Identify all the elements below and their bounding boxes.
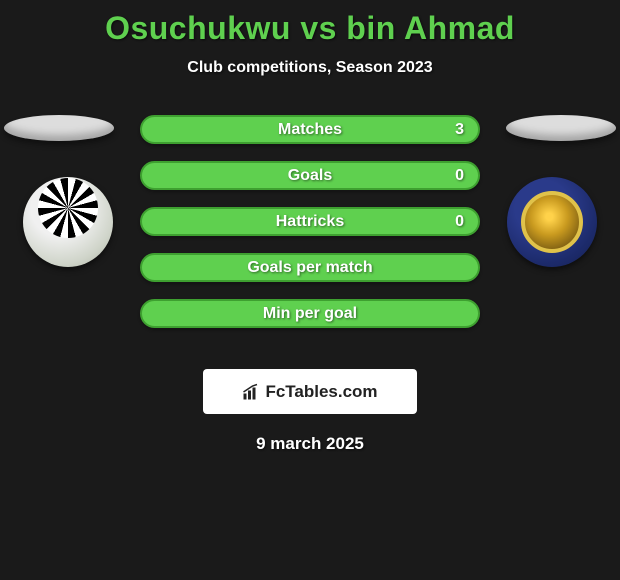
stat-value: 0 (455, 213, 464, 231)
stat-label: Goals (288, 167, 332, 185)
team-badge-left (23, 177, 113, 267)
stat-bar-goals-per-match: Goals per match (140, 253, 480, 282)
stats-area: Matches 3 Goals 0 Hattricks 0 Goals per … (0, 115, 620, 355)
stat-bar-goals: Goals 0 (140, 161, 480, 190)
stat-label: Min per goal (263, 305, 357, 323)
stat-value: 3 (455, 121, 464, 139)
club-crest-icon (521, 191, 583, 253)
brand-watermark[interactable]: FcTables.com (203, 369, 417, 414)
chart-icon (242, 383, 260, 401)
brand-label: FcTables.com (265, 382, 377, 402)
player-photo-placeholder-right (506, 115, 616, 141)
date-text: 9 march 2025 (0, 434, 620, 454)
page-subtitle: Club competitions, Season 2023 (0, 59, 620, 77)
page-title: Osuchukwu vs bin Ahmad (0, 0, 620, 47)
stat-bar-list: Matches 3 Goals 0 Hattricks 0 Goals per … (140, 115, 480, 345)
stat-label: Hattricks (276, 213, 344, 231)
team-badge-right (507, 177, 597, 267)
player-photo-placeholder-left (4, 115, 114, 141)
soccer-ball-icon (38, 178, 98, 238)
stat-label: Goals per match (247, 259, 372, 277)
stat-value: 0 (455, 167, 464, 185)
brand-text: FcTables.com (242, 382, 377, 402)
stat-bar-min-per-goal: Min per goal (140, 299, 480, 328)
stat-label: Matches (278, 121, 342, 139)
stat-bar-hattricks: Hattricks 0 (140, 207, 480, 236)
stat-bar-matches: Matches 3 (140, 115, 480, 144)
comparison-card: Osuchukwu vs bin Ahmad Club competitions… (0, 0, 620, 580)
